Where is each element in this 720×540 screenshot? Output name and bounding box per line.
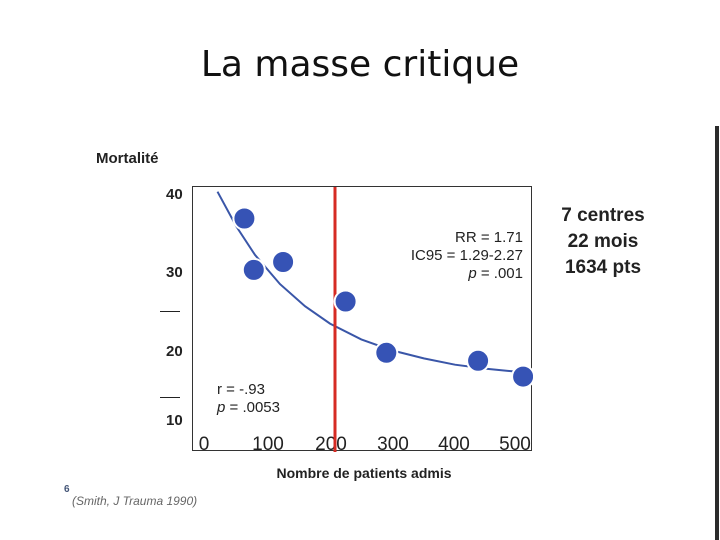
slide-title: La masse critique (200, 44, 520, 85)
y-axis-dash (160, 397, 180, 398)
correlation-stats: r = -.93 p = .0053 (217, 381, 280, 417)
data-point (466, 348, 491, 373)
x-tick-label: 500 (499, 434, 531, 455)
data-point (374, 340, 399, 365)
slide-number: 6 (64, 484, 70, 495)
regression-stats: RR = 1.71 IC95 = 1.29-2.27 p = .001 (411, 229, 523, 283)
plot-svg (216, 187, 533, 452)
y-axis-dash (160, 311, 180, 312)
study-duration: 22 mois (567, 231, 639, 252)
study-centres: 7 centres (561, 205, 645, 226)
data-point (232, 206, 257, 231)
data-point (271, 250, 296, 274)
y-tick-label: 10 (166, 412, 183, 429)
x-tick-label: 100 (252, 434, 284, 455)
y-tick-label: 20 (166, 343, 183, 360)
x-axis-title: Nombre de patients admis (276, 465, 452, 481)
right-border-rule (715, 126, 719, 540)
plot-area: RR = 1.71 IC95 = 1.29-2.27 p = .001 r = … (192, 186, 533, 452)
source-citation: (Smith, J Trauma 1990) (72, 494, 198, 508)
y-axis-title: Mortalité (96, 150, 159, 167)
x-tick-label: 200 (315, 434, 347, 455)
p-value-annotation: p = .0053 (217, 399, 280, 416)
study-patients: 1634 pts (564, 257, 642, 278)
x-tick-label: 400 (438, 434, 470, 455)
study-info: 7 centres 22 mois 1634 pts (548, 203, 658, 281)
ic95-annotation: IC95 = 1.29-2.27 (410, 247, 523, 264)
r-annotation: r = -.93 (217, 381, 265, 398)
data-point (333, 289, 358, 314)
y-tick-label: 40 (166, 186, 183, 203)
data-point (241, 257, 266, 282)
data-point (511, 364, 533, 389)
x-tick-label: 300 (377, 434, 409, 455)
p-value-annotation: p = .001 (468, 265, 523, 282)
y-tick-label: 30 (166, 264, 183, 281)
rr-annotation: RR = 1.71 (455, 229, 523, 246)
x-tick-label: 0 (198, 434, 210, 455)
